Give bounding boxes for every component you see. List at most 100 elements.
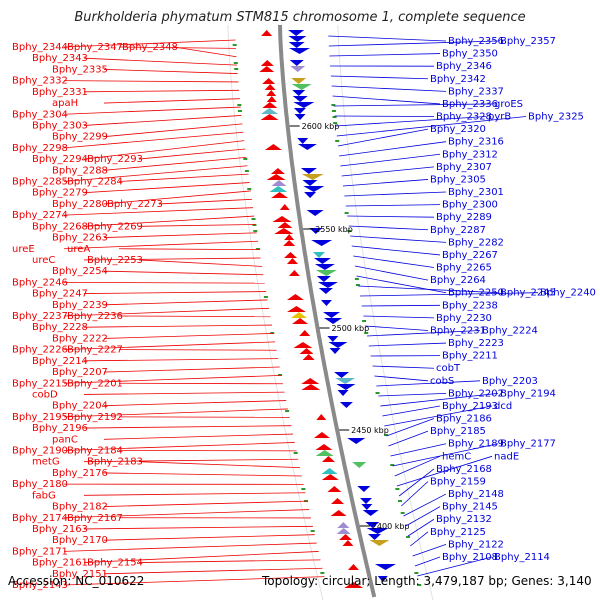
gene-label-left: Bphy_2332 <box>12 76 68 87</box>
leader-line-left <box>118 173 249 182</box>
gene-label-left: Bphy_2299 <box>52 132 108 143</box>
gene-label-right: Bphy_2125 <box>430 527 486 538</box>
leader-line-left <box>103 232 257 238</box>
gene-label-right: Bphy_2194 <box>500 388 556 399</box>
leader-line-left <box>83 140 245 160</box>
gene-label-left: Bphy_2204 <box>52 401 108 412</box>
gene-label-right: Bphy_2159 <box>430 476 486 487</box>
forward-gene-feature <box>271 192 289 198</box>
reverse-gene-feature <box>365 522 380 528</box>
kbp-label: 2400 kbp <box>372 522 410 531</box>
gene-label-left: Bphy_2274 <box>12 210 68 221</box>
gene-label-left: Bphy_2151 <box>52 569 108 580</box>
leader-line-left <box>103 299 268 306</box>
reverse-gene-feature <box>300 168 317 174</box>
gene-label-left: cobD <box>32 389 58 400</box>
leader-line-right <box>410 531 429 547</box>
leader-line-right <box>374 375 429 382</box>
forward-gene-feature <box>293 342 313 348</box>
gene-label-left: Bphy_2304 <box>12 109 68 120</box>
leader-line-right <box>334 115 435 117</box>
feature-marker <box>398 500 403 502</box>
gene-label-left: Bphy_2195 <box>12 412 68 423</box>
inner-ring-arc <box>337 24 434 600</box>
reverse-gene-feature <box>316 276 331 282</box>
feature-marker <box>252 224 257 226</box>
leader-line-left <box>138 224 256 227</box>
leader-line-right <box>361 304 441 307</box>
gene-label-right: hemC <box>442 451 471 462</box>
gene-label-right: Bphy_2224 <box>482 325 538 336</box>
leader-line-left <box>63 307 270 317</box>
leader-line-right <box>396 455 493 487</box>
leader-line-left <box>83 324 273 328</box>
gene-label-left: Bphy_2285 <box>12 177 68 188</box>
leader-line-left <box>83 291 267 294</box>
gene-label-right: dcd <box>494 401 512 412</box>
gene-label-right: Bphy_2108 <box>442 552 498 563</box>
reverse-gene-feature <box>288 36 307 42</box>
reverse-gene-feature <box>335 378 356 384</box>
gene-label-left: ureE <box>12 244 35 255</box>
reverse-gene-feature <box>315 270 337 276</box>
gene-label-left: Bphy_2207 <box>52 367 108 378</box>
leader-line-right <box>347 215 435 218</box>
gene-label-left: Bphy_2192 <box>67 412 123 423</box>
leader-line-right <box>335 116 487 127</box>
leader-line-right <box>388 430 429 447</box>
gene-label-right: Bphy_2346 <box>436 61 492 72</box>
reverse-gene-feature <box>357 486 371 492</box>
reverse-gene-feature <box>313 252 326 258</box>
gene-label-left: Bphy_2239 <box>52 300 108 311</box>
forward-gene-feature <box>261 30 273 36</box>
gene-label-right: Bphy_2193 <box>442 401 498 412</box>
gene-label-left: Bphy_2183 <box>87 457 143 468</box>
leader-line-left <box>83 89 240 93</box>
gene-label-left: Bphy_2268 <box>32 221 88 232</box>
gene-label-left: Bphy_2298 <box>12 143 68 154</box>
gene-label-left: Bphy_2154 <box>87 558 143 569</box>
gene-label-right: Bphy_2357 <box>500 36 556 47</box>
reverse-gene-feature <box>360 498 373 504</box>
feature-marker <box>278 374 283 376</box>
gene-label-right: Bphy_2267 <box>442 250 498 261</box>
gene-label-right: Bphy_2122 <box>448 539 504 550</box>
forward-gene-feature <box>262 78 276 84</box>
reverse-gene-feature <box>297 144 317 150</box>
leader-line-right <box>405 506 441 527</box>
gene-label-right: Bphy_2231 <box>430 325 486 336</box>
reverse-gene-feature <box>288 30 305 36</box>
gene-label-left: Bphy_2143 <box>12 580 68 591</box>
gene-label-left: Bphy_2279 <box>32 188 88 199</box>
leader-line-right <box>328 35 447 42</box>
gene-label-left: Bphy_2228 <box>32 322 88 333</box>
feature-marker <box>244 170 249 172</box>
leader-line-right <box>329 53 441 57</box>
leader-line-left <box>63 165 248 182</box>
gene-label-left: Bphy_2201 <box>67 378 123 389</box>
forward-gene-feature <box>330 510 347 516</box>
leader-line-left <box>83 115 242 126</box>
reverse-gene-feature <box>289 60 304 66</box>
gene-label-left: metG <box>32 457 60 468</box>
forward-gene-feature <box>302 354 315 360</box>
reverse-gene-feature <box>289 48 311 54</box>
forward-gene-feature <box>260 60 274 66</box>
forward-gene-feature <box>315 450 334 456</box>
gene-label-right: pyrB <box>488 112 511 123</box>
feature-marker <box>417 584 422 586</box>
leader-line-right <box>342 179 429 187</box>
gene-label-left: Bphy_2171 <box>12 546 68 557</box>
feature-marker <box>310 530 315 532</box>
leader-line-left <box>138 461 301 469</box>
gene-label-left: Bphy_2254 <box>52 266 108 277</box>
gene-label-right: Bphy_2282 <box>448 237 504 248</box>
leader-line-left <box>63 542 317 552</box>
gene-label-left: Bphy_2190 <box>12 446 68 457</box>
leader-line-right <box>365 325 429 331</box>
forward-gene-feature <box>336 528 351 534</box>
leader-line-right <box>412 544 447 557</box>
leader-line-right <box>394 455 441 477</box>
leader-line-left <box>103 567 323 575</box>
gene-label-right: Bphy_2287 <box>430 225 486 236</box>
